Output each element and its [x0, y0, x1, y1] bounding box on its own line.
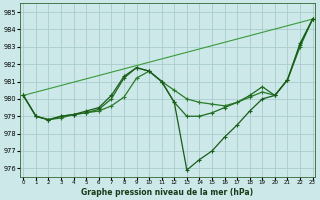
X-axis label: Graphe pression niveau de la mer (hPa): Graphe pression niveau de la mer (hPa): [81, 188, 253, 197]
